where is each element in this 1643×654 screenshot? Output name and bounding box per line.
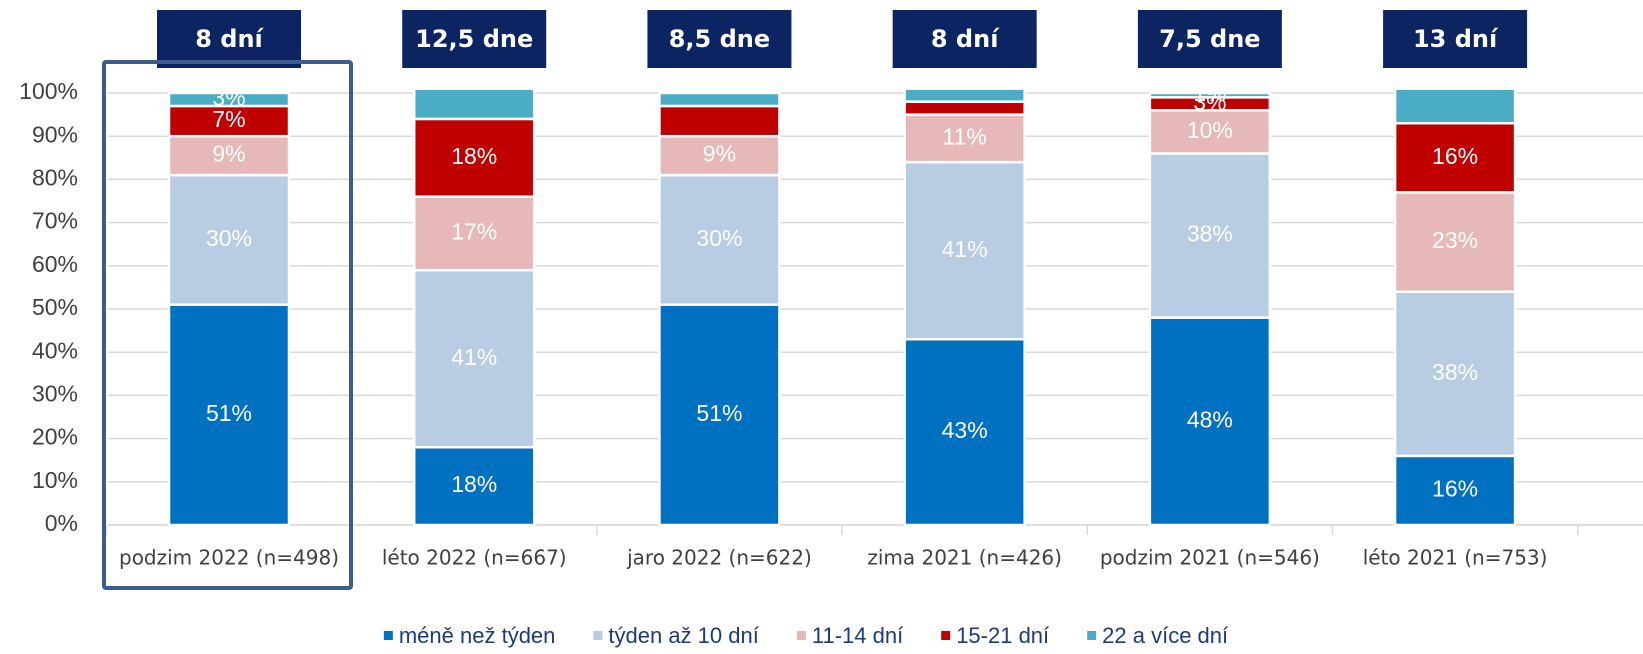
header-box (1137, 10, 1282, 68)
bar-segment (903, 337, 1026, 527)
data-label: 1% (1193, 80, 1226, 106)
x-tick-label: podzim 2022 (n=498) (119, 546, 339, 570)
data-label: 18% (451, 471, 497, 497)
data-label: 38% (1432, 359, 1478, 385)
bar-segment (1148, 91, 1272, 99)
bar-segment (1393, 87, 1517, 125)
bar-segment (1393, 290, 1517, 458)
legend-swatch (383, 631, 393, 640)
bar-segment (167, 134, 291, 177)
highlight-frame (102, 60, 353, 590)
bar-segment (167, 104, 291, 138)
data-label: 38% (1187, 221, 1233, 247)
bar-segment (412, 117, 536, 198)
y-tick-label: 40% (32, 337, 78, 363)
y-tick-label: 10% (32, 467, 78, 493)
header-box (892, 10, 1037, 68)
data-label: 51% (206, 400, 252, 426)
legend-label: 11-14 dní (812, 623, 903, 648)
data-label: 30% (206, 225, 252, 251)
legend-swatch (593, 631, 603, 640)
legend: méně než týden týden až 10 dní 11-14 dní 15… (383, 623, 1228, 648)
bar-segment (903, 100, 1026, 116)
bar-segment (1148, 316, 1272, 527)
bar-segment (167, 91, 291, 108)
data-label: 16% (1432, 476, 1478, 502)
bar-segment (412, 195, 536, 272)
bar-segment (658, 173, 781, 306)
legend-swatch (1087, 631, 1097, 640)
x-tick-label: jaro 2022 (n=622) (626, 546, 812, 570)
bar-header: 8 dní (195, 25, 264, 53)
bar-segment (658, 134, 781, 177)
header-box (157, 10, 301, 68)
data-label: 9% (703, 141, 736, 167)
y-tick-label: 100% (19, 78, 78, 104)
bar-segment (412, 268, 536, 449)
header-box (647, 10, 792, 68)
y-tick-label: 90% (32, 121, 78, 147)
data-label: 41% (451, 344, 497, 370)
bar-segment (1148, 109, 1272, 155)
legend-swatch (941, 631, 951, 640)
bar-segment (412, 87, 536, 121)
header-box (1383, 10, 1528, 68)
data-label: 10% (1187, 117, 1233, 143)
y-tick-label: 80% (32, 164, 78, 190)
data-label: 51% (696, 400, 742, 426)
legend-label: týden až 10 dní (608, 623, 758, 648)
bar-header: 13 dní (1413, 25, 1499, 53)
data-label: 30% (696, 225, 742, 251)
bar-segment (658, 91, 781, 108)
bar-segment (903, 87, 1026, 103)
legend-label: 22 a více dní (1102, 623, 1228, 648)
data-label: 23% (1432, 227, 1478, 253)
x-tick-label: léto 2021 (n=753) (1363, 546, 1548, 570)
legend-label: méně než týden (399, 623, 556, 648)
x-tick-label: zima 2021 (n=426) (867, 546, 1062, 570)
y-tick-label: 0% (45, 510, 78, 536)
bar-segment (167, 173, 291, 306)
y-tick-label: 30% (32, 380, 78, 406)
header-box (402, 10, 547, 68)
data-label: 3% (212, 85, 245, 111)
data-label: 9% (212, 141, 245, 167)
data-label: 17% (451, 218, 497, 244)
data-label: 41% (942, 236, 988, 262)
x-tick-label: podzim 2021 (n=546) (1100, 546, 1320, 570)
x-tick-label: léto 2022 (n=667) (382, 546, 567, 570)
bar-header: 8,5 dne (669, 25, 770, 53)
y-tick-label: 50% (32, 294, 78, 320)
bar-segment (658, 104, 781, 138)
data-label: 48% (1187, 406, 1233, 432)
y-tick-label: 20% (32, 424, 78, 450)
bar-header: 7,5 dne (1159, 25, 1260, 53)
y-tick-label: 60% (32, 251, 78, 277)
bar-segment (1393, 121, 1517, 194)
legend-label: 15-21 dní (956, 623, 1049, 648)
legend-swatch (796, 631, 806, 640)
bar-header: 8 dní (931, 25, 1000, 53)
bar-segment (903, 160, 1026, 341)
data-label: 11% (942, 123, 986, 149)
bar-segment (1393, 454, 1517, 527)
bar-header: 12,5 dne (415, 25, 533, 53)
y-tick-label: 70% (32, 208, 78, 234)
data-label: 18% (451, 143, 497, 169)
data-label: 7% (212, 106, 245, 132)
data-label: 43% (942, 417, 988, 443)
bar-segment (1148, 152, 1272, 319)
bar-segment (412, 445, 536, 527)
bar-segment (658, 303, 781, 527)
bar-segment (903, 113, 1026, 164)
data-label: 16% (1432, 143, 1478, 169)
